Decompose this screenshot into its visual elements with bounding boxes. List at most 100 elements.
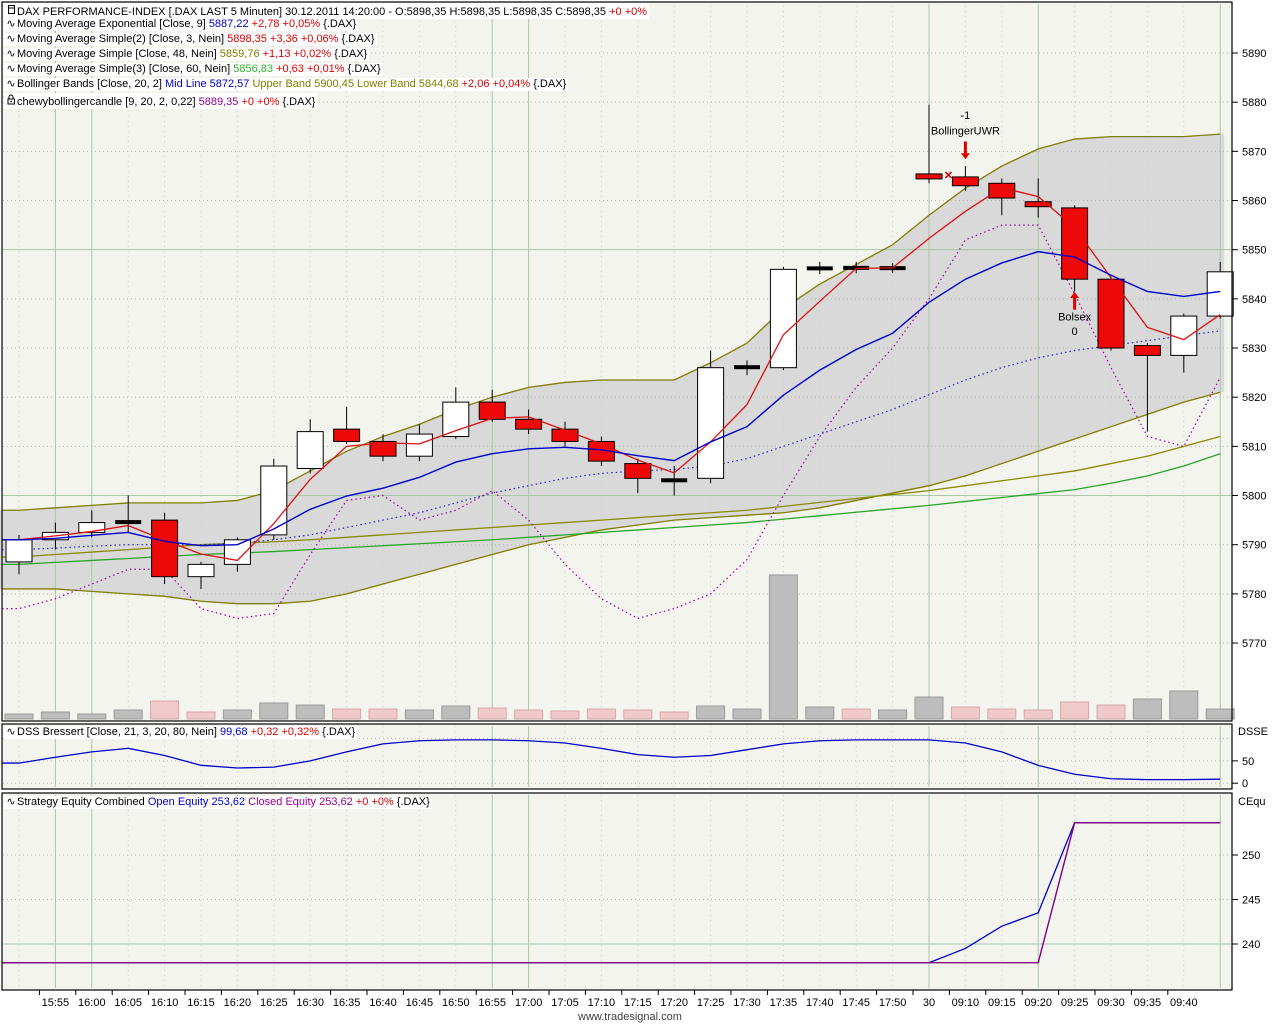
volume-bar	[40, 711, 70, 720]
dss-axis-label: 50	[1242, 756, 1254, 768]
price-axis-label: 5830	[1242, 343, 1266, 355]
volume-bar	[404, 709, 434, 720]
candle	[5, 534, 33, 575]
volume-histogram	[4, 574, 1235, 720]
time-axis-label: 09:10	[952, 997, 980, 1009]
time-axis-label: 09:25	[1061, 997, 1089, 1009]
candle	[296, 419, 324, 474]
price-axis-label: 5780	[1242, 589, 1266, 601]
volume-bar	[550, 710, 580, 720]
time-axis[interactable]: 15:55 16:00 16:05 16:10 16:15 16:20 16:25 16:30…	[38, 990, 1198, 1009]
volume-bar	[805, 706, 835, 720]
equity-pane-curves	[2, 822, 1221, 964]
time-axis-label: 16:40	[369, 997, 397, 1009]
time-axis-label: 09:35	[1134, 997, 1162, 1009]
annotation-text: 0	[1072, 326, 1078, 338]
candle	[260, 458, 288, 540]
time-axis-label: 09:20	[1024, 997, 1052, 1009]
time-axis-label: 17:15	[624, 997, 652, 1009]
watermark-link: www.tradesignal.com	[578, 1011, 682, 1023]
volume-bar	[768, 574, 798, 720]
candle	[115, 495, 142, 533]
dss-axis-label: 0	[1242, 778, 1248, 790]
volume-bar	[113, 709, 143, 720]
time-axis-label: 17:45	[842, 997, 870, 1009]
time-axis-label: 16:55	[478, 997, 506, 1009]
overlay-lines	[2, 133, 1221, 620]
time-axis-label: 17:00	[515, 997, 543, 1009]
candles-layer	[5, 104, 1234, 589]
volume-bar	[150, 700, 180, 720]
volume-bar	[1060, 701, 1090, 720]
fast-ma-lines	[2, 187, 1221, 562]
time-axis-label: 17:25	[697, 997, 725, 1009]
volume-bar	[659, 711, 689, 720]
candle	[333, 407, 361, 444]
candle	[1206, 261, 1234, 319]
equity-axis-label: 250	[1242, 850, 1260, 862]
candle-pattern-mark-icon	[944, 171, 952, 179]
buy-signal-arrow-icon	[1070, 291, 1080, 298]
candle	[1061, 205, 1089, 292]
candle	[1133, 343, 1161, 432]
volume-bar	[4, 713, 34, 720]
price-axis-label: 5860	[1242, 196, 1266, 208]
time-axis-label: 17:40	[806, 997, 834, 1009]
time-axis-label: 16:05	[114, 997, 142, 1009]
equity-axis[interactable]: CEqu 250 245 240	[1232, 796, 1266, 951]
price-axis-label: 5790	[1242, 540, 1266, 552]
gridlines	[3, 4, 1231, 988]
price-axis-label: 5850	[1242, 245, 1266, 257]
time-axis-label: 16:10	[151, 997, 179, 1009]
candle	[1024, 178, 1052, 218]
price-axis-label: 5880	[1242, 97, 1266, 109]
volume-bar	[1132, 698, 1162, 720]
equity-axis-name: CEqu	[1238, 796, 1266, 808]
candle	[187, 561, 215, 589]
candle	[915, 104, 943, 184]
time-axis-label: 09:15	[988, 997, 1016, 1009]
candle	[624, 458, 652, 494]
time-axis-label: 17:20	[660, 997, 688, 1009]
time-axis-label: 15:55	[42, 997, 70, 1009]
volume-bar	[987, 708, 1017, 720]
candle	[478, 389, 506, 422]
volume-bar	[77, 713, 107, 720]
volume-bar	[1023, 709, 1053, 720]
price-axis-label: 5870	[1242, 146, 1266, 158]
candle	[988, 178, 1016, 216]
candle	[951, 166, 979, 191]
volume-bar	[259, 702, 289, 720]
volume-bar	[1205, 708, 1235, 720]
volume-bar	[222, 709, 252, 720]
price-axis-label: 5800	[1242, 491, 1266, 503]
volume-bar	[950, 706, 980, 720]
annotation-text: Bolsex	[1058, 311, 1092, 323]
volume-bar	[368, 708, 398, 720]
volume-bar	[623, 709, 653, 720]
pane-borders	[1, 1, 1233, 991]
candle	[78, 510, 106, 538]
volume-bar	[186, 711, 216, 720]
volume-bar	[586, 708, 616, 720]
candle	[1170, 313, 1198, 373]
candle	[734, 360, 760, 376]
price-axis-label: 5810	[1242, 441, 1266, 453]
candle	[769, 266, 797, 371]
price-axis[interactable]: 5890 5880 5870 5860 5850 5840 5830 5820 5810 5800…	[1232, 48, 1266, 650]
time-axis-label: 09:40	[1170, 997, 1198, 1009]
candle	[405, 424, 433, 462]
time-axis-label: 30	[923, 997, 935, 1009]
chart-annotations: -1 BollingerUWR Bolsex 0	[931, 110, 1092, 338]
dss-axis[interactable]: DSSE 50 0	[1232, 726, 1268, 790]
volume-bar	[914, 696, 944, 720]
price-axis-label: 5890	[1242, 48, 1266, 60]
time-axis-label: 16:15	[187, 997, 215, 1009]
time-axis-label: 09:30	[1097, 997, 1125, 1009]
bollinger-band-area	[0, 134, 1225, 604]
volume-bar	[1096, 704, 1126, 720]
time-axis-label: 16:45	[406, 997, 434, 1009]
volume-bar	[295, 704, 325, 720]
